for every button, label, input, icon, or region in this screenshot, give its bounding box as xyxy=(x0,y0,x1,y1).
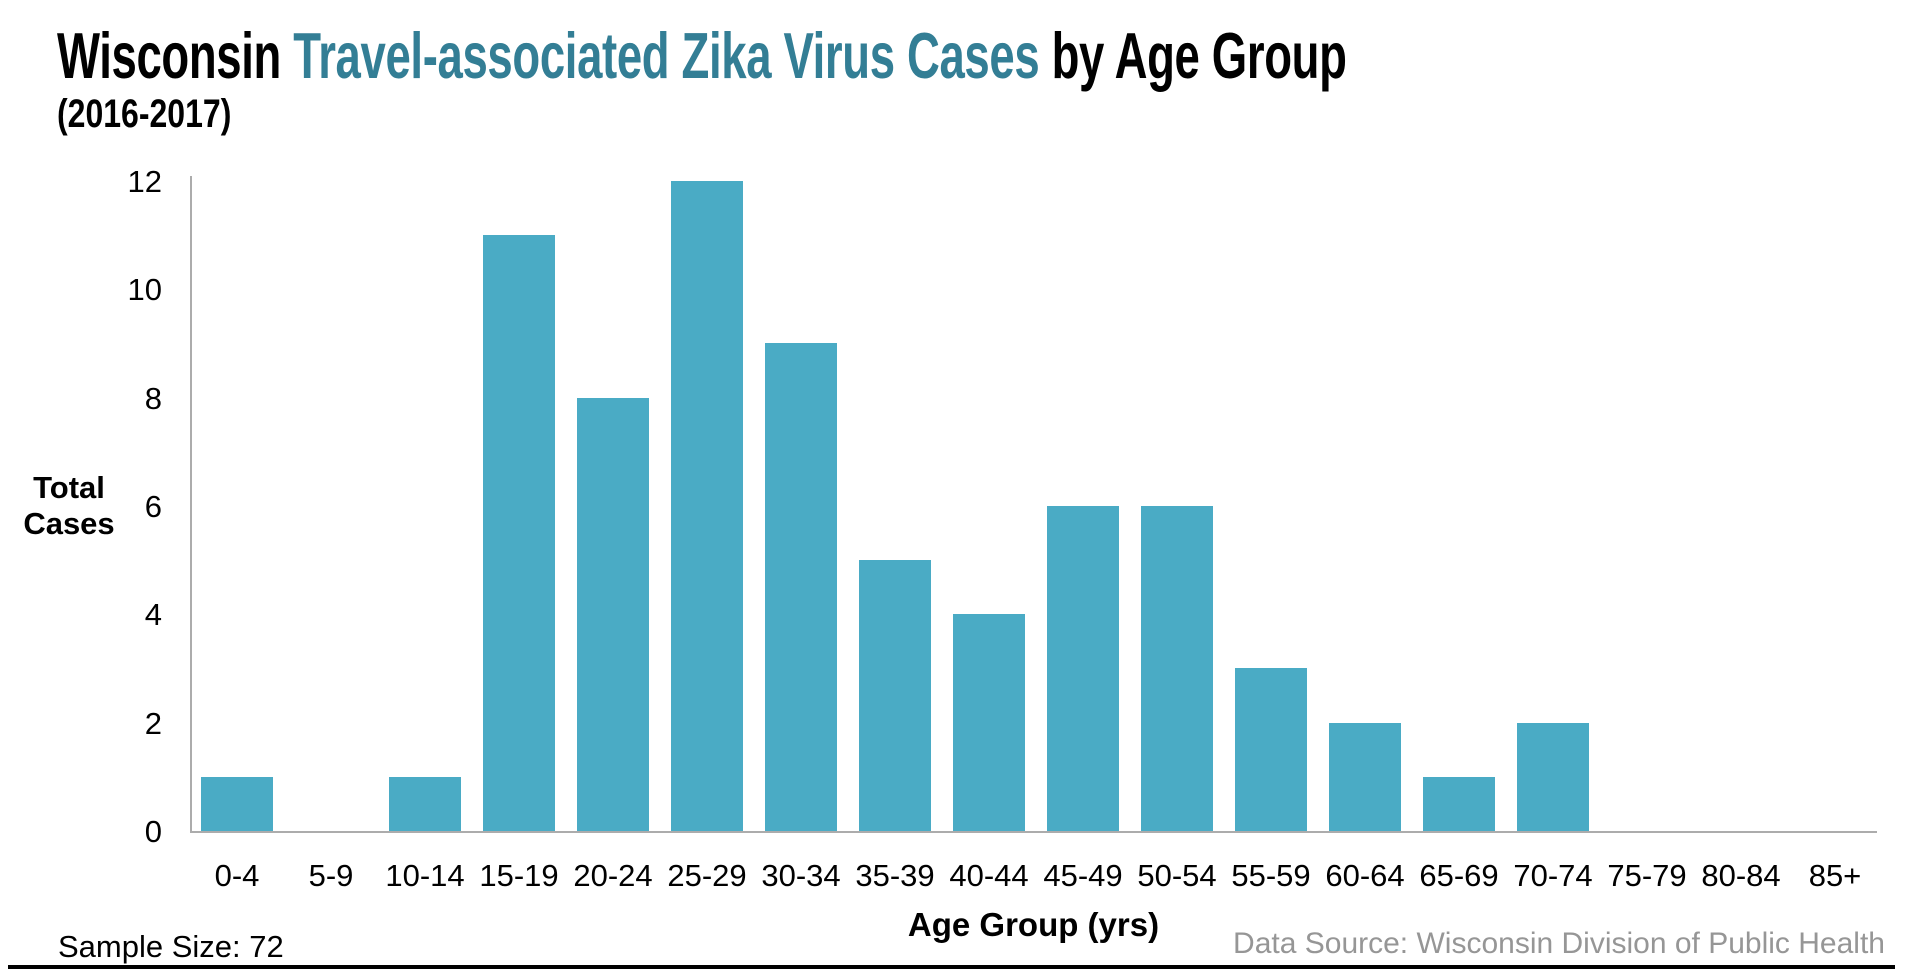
x-axis-title: Age Group (yrs) xyxy=(907,906,1160,943)
bar-30-34 xyxy=(765,343,837,831)
x-tick-55-59: 55-59 xyxy=(1231,858,1311,893)
data-source-note: Data Source: Wisconsin Division of Publi… xyxy=(1233,927,1885,960)
chart-title-highlight: Travel-associated Zika Virus Cases xyxy=(293,19,1040,92)
chart-subtitle: (2016-2017) xyxy=(57,92,232,136)
chart-title-suffix: by Age Group xyxy=(1039,19,1347,92)
x-tick-15-19: 15-19 xyxy=(479,858,559,893)
chart-title-prefix: Wisconsin xyxy=(57,19,294,92)
bar-25-29 xyxy=(671,181,743,831)
y-tick-4: 4 xyxy=(144,597,162,632)
x-tick-40-44: 40-44 xyxy=(949,858,1029,893)
bar-70-74 xyxy=(1517,723,1589,831)
x-tick-60-64: 60-64 xyxy=(1325,858,1405,893)
bar-10-14 xyxy=(389,777,461,831)
sample-size-note: Sample Size: 72 xyxy=(58,929,284,964)
bar-45-49 xyxy=(1047,506,1119,831)
bar-50-54 xyxy=(1141,506,1213,831)
x-tick-75-79: 75-79 xyxy=(1607,858,1687,893)
x-tick-10-14: 10-14 xyxy=(385,858,465,893)
bar-55-59 xyxy=(1235,668,1307,831)
y-tick-0: 0 xyxy=(144,814,162,849)
x-tick-50-54: 50-54 xyxy=(1137,858,1217,893)
bottom-divider xyxy=(8,965,1895,969)
bar-0-4 xyxy=(201,777,273,831)
y-tick-8: 8 xyxy=(144,381,162,416)
y-tick-12: 12 xyxy=(127,164,162,199)
y-axis-line xyxy=(190,176,192,833)
x-axis-line xyxy=(190,831,1877,833)
bar-20-24 xyxy=(577,398,649,831)
y-tick-6: 6 xyxy=(144,489,162,524)
x-tick-85+: 85+ xyxy=(1808,858,1862,893)
x-tick-45-49: 45-49 xyxy=(1043,858,1123,893)
bar-65-69 xyxy=(1423,777,1495,831)
x-tick-35-39: 35-39 xyxy=(855,858,935,893)
x-tick-0-4: 0-4 xyxy=(214,858,260,893)
bar-40-44 xyxy=(953,614,1025,831)
bar-15-19 xyxy=(483,235,555,831)
x-tick-25-29: 25-29 xyxy=(667,858,747,893)
x-tick-30-34: 30-34 xyxy=(761,858,841,893)
x-tick-5-9: 5-9 xyxy=(308,858,354,893)
bar-35-39 xyxy=(859,560,931,831)
y-tick-2: 2 xyxy=(144,706,162,741)
y-axis-title: Total Cases xyxy=(23,470,115,541)
chart-title: Wisconsin Travel-associated Zika Virus C… xyxy=(57,17,1347,95)
x-tick-65-69: 65-69 xyxy=(1419,858,1499,893)
x-tick-20-24: 20-24 xyxy=(573,858,653,893)
x-tick-70-74: 70-74 xyxy=(1513,858,1593,893)
x-tick-80-84: 80-84 xyxy=(1701,858,1781,893)
bar-60-64 xyxy=(1329,723,1401,831)
y-tick-10: 10 xyxy=(127,272,162,307)
